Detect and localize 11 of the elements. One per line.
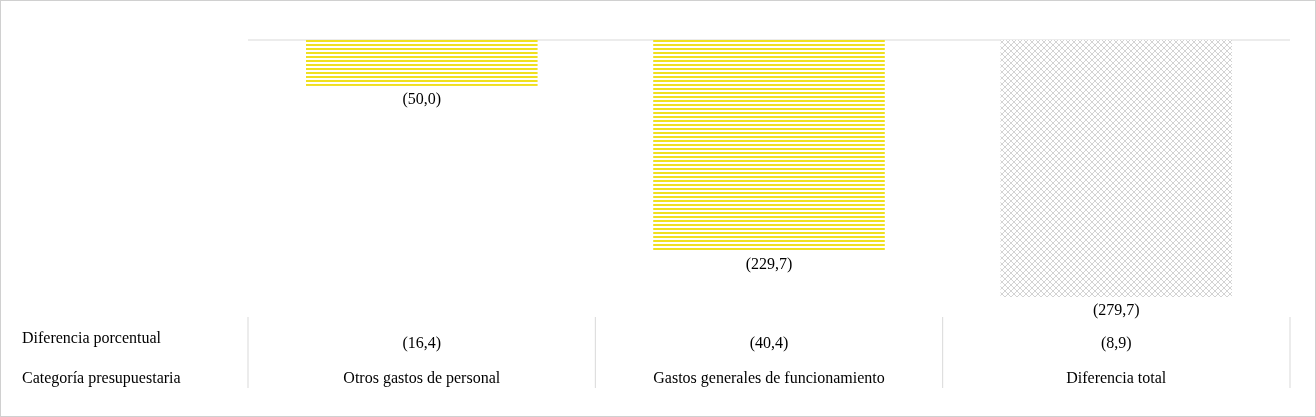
x-tick-label: Gastos generales de funcionamiento bbox=[653, 369, 885, 387]
x-axis-title: Categoría presupuestaria bbox=[22, 369, 181, 387]
data-label: (229,7) bbox=[745, 255, 793, 274]
data-label: (50,0) bbox=[402, 89, 442, 108]
x-tick-label: Otros gastos de personal bbox=[343, 369, 501, 387]
text: (16,4) bbox=[402, 334, 442, 352]
x-tick-label: Diferencia total bbox=[1066, 369, 1167, 386]
text: (8,9) bbox=[1100, 334, 1132, 352]
data-label: (279,7) bbox=[1092, 301, 1140, 319]
text: (40,4) bbox=[749, 334, 789, 352]
text: Diferencia porcentual bbox=[22, 329, 162, 347]
